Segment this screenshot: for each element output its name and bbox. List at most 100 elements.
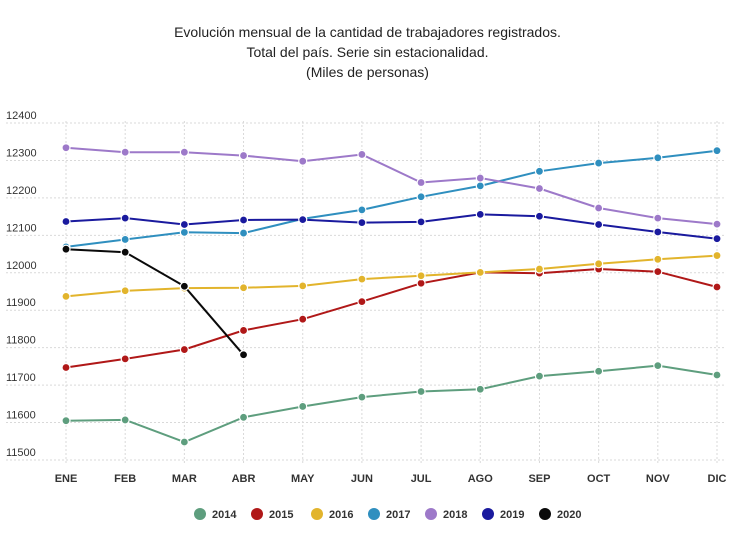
data-point bbox=[120, 213, 130, 223]
data-point bbox=[653, 213, 663, 223]
data-point bbox=[653, 227, 663, 237]
x-tick-label: JUL bbox=[411, 473, 432, 485]
data-point bbox=[475, 384, 485, 394]
data-point bbox=[61, 291, 71, 301]
data-point bbox=[594, 158, 604, 168]
x-tick-label: AGO bbox=[468, 473, 494, 485]
legend-swatch bbox=[194, 508, 206, 520]
series-2019 bbox=[61, 209, 722, 244]
legend-item-2016[interactable]: 2016 bbox=[311, 508, 353, 521]
chart-title: Evolución mensual de la cantidad de trab… bbox=[174, 24, 561, 40]
chart-title-block: Evolución mensual de la cantidad de trab… bbox=[0, 22, 735, 82]
data-point bbox=[61, 362, 71, 373]
series-lines bbox=[61, 143, 722, 447]
data-point bbox=[534, 183, 545, 194]
data-point bbox=[298, 215, 308, 225]
x-tick-label: MAY bbox=[291, 473, 315, 485]
data-point bbox=[179, 281, 189, 291]
legend-item-2018[interactable]: 2018 bbox=[425, 508, 467, 521]
legend-item-2015[interactable]: 2015 bbox=[251, 508, 293, 521]
data-point bbox=[61, 143, 71, 153]
x-tick-label: FEB bbox=[114, 473, 136, 485]
data-point bbox=[475, 173, 485, 183]
data-point bbox=[238, 412, 249, 422]
data-point bbox=[179, 219, 189, 230]
data-point bbox=[238, 283, 249, 293]
data-point bbox=[653, 267, 663, 277]
data-point bbox=[238, 350, 249, 360]
data-point bbox=[120, 415, 130, 425]
data-point bbox=[238, 228, 249, 238]
data-point bbox=[475, 181, 485, 191]
data-point bbox=[653, 254, 663, 264]
series-line bbox=[65, 213, 718, 240]
data-point bbox=[594, 366, 604, 376]
series-2014 bbox=[61, 361, 722, 447]
data-point bbox=[179, 437, 189, 447]
x-tick-label: MAR bbox=[172, 473, 197, 485]
chart-unit: (Miles de personas) bbox=[306, 64, 429, 80]
x-axis: ENE FEB MAR ABR MAY JUN JUL AGO SEP OCT NOV DIC bbox=[55, 473, 727, 485]
data-point bbox=[534, 211, 545, 221]
legend[interactable]: 2014 2015 2016 2017 2018 2019 2020 bbox=[194, 508, 581, 521]
legend-swatch bbox=[311, 508, 323, 520]
data-point bbox=[475, 267, 485, 278]
data-point bbox=[594, 219, 604, 230]
legend-label: 2015 bbox=[269, 509, 293, 521]
data-point bbox=[534, 371, 545, 381]
y-tick-label: 12100 bbox=[6, 222, 37, 234]
y-tick-label: 12200 bbox=[6, 185, 37, 197]
x-tick-label: JUN bbox=[351, 473, 373, 485]
legend-item-2019[interactable]: 2019 bbox=[482, 508, 524, 521]
data-point bbox=[357, 149, 367, 160]
data-point bbox=[594, 259, 604, 269]
legend-item-2014[interactable]: 2014 bbox=[194, 508, 237, 521]
data-point bbox=[61, 216, 71, 227]
data-point bbox=[653, 153, 663, 163]
y-tick-label: 11700 bbox=[6, 372, 36, 384]
legend-swatch bbox=[251, 508, 263, 520]
legend-item-2020[interactable]: 2020 bbox=[539, 508, 581, 521]
legend-swatch bbox=[368, 508, 380, 520]
data-point bbox=[475, 209, 485, 219]
y-tick-label: 11900 bbox=[6, 297, 36, 309]
data-point bbox=[416, 217, 426, 227]
chart-subtitle: Total del país. Serie sin estacionalidad… bbox=[246, 44, 489, 60]
data-point bbox=[298, 401, 308, 412]
data-point bbox=[416, 278, 426, 288]
data-point bbox=[712, 370, 722, 380]
x-tick-label: OCT bbox=[587, 473, 611, 485]
x-tick-label: ENE bbox=[55, 473, 78, 485]
data-point bbox=[61, 416, 71, 426]
legend-label: 2016 bbox=[329, 509, 353, 521]
series-2020 bbox=[61, 244, 249, 360]
legend-label: 2017 bbox=[386, 509, 410, 521]
data-point bbox=[238, 215, 249, 225]
legend-label: 2019 bbox=[500, 509, 524, 521]
y-tick-label: 11600 bbox=[6, 410, 36, 422]
legend-swatch bbox=[425, 508, 437, 520]
data-point bbox=[120, 247, 130, 257]
data-point bbox=[179, 227, 189, 237]
data-point bbox=[298, 281, 308, 291]
series-line bbox=[65, 149, 718, 248]
data-point bbox=[534, 264, 545, 274]
y-axis: 12400 12300 12200 12100 12000 11900 11800 11700… bbox=[6, 110, 37, 459]
series-line bbox=[65, 267, 718, 369]
data-point bbox=[357, 218, 367, 228]
legend-label: 2020 bbox=[557, 509, 581, 521]
data-point bbox=[594, 203, 604, 213]
data-point bbox=[238, 325, 249, 336]
data-point bbox=[179, 344, 189, 355]
data-point bbox=[712, 250, 722, 261]
data-point bbox=[298, 314, 308, 324]
data-point bbox=[357, 392, 367, 402]
data-point bbox=[712, 282, 722, 292]
legend-item-2017[interactable]: 2017 bbox=[368, 508, 410, 521]
y-tick-label: 12300 bbox=[6, 147, 37, 159]
data-point bbox=[61, 244, 71, 254]
data-point bbox=[416, 177, 426, 188]
legend-label: 2018 bbox=[443, 509, 467, 521]
legend-swatch bbox=[482, 508, 494, 520]
